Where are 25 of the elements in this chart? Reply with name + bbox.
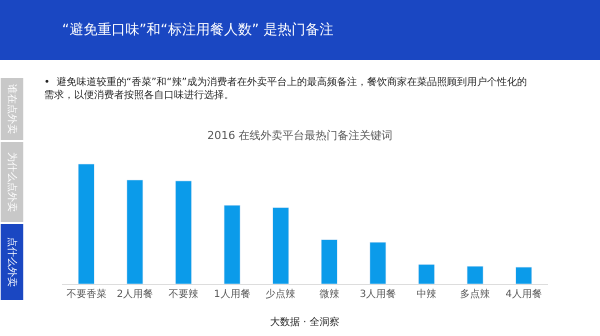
x-tick-label: 4人用餐 bbox=[506, 288, 542, 300]
bar bbox=[78, 164, 95, 284]
x-tick-label: 不要香菜 bbox=[66, 288, 106, 300]
x-tick-label: 不要辣 bbox=[168, 288, 198, 300]
bar bbox=[418, 264, 435, 284]
text: 点什么外卖 bbox=[6, 237, 18, 288]
x-tick-label: 中辣 bbox=[416, 288, 436, 300]
x-tick-label: 2人用餐 bbox=[116, 288, 154, 300]
bar bbox=[515, 266, 532, 284]
bar bbox=[126, 180, 144, 284]
bar bbox=[175, 180, 192, 284]
bar bbox=[370, 242, 386, 284]
chart-title: 2016 在线外卖平台最热门备注关键词 bbox=[207, 128, 393, 142]
x-tick-label: 多点辣 bbox=[460, 288, 490, 300]
bar bbox=[272, 207, 289, 284]
x-tick-label: 少点辣 bbox=[266, 288, 296, 300]
x-tick-label: 微辣 bbox=[319, 288, 340, 300]
text: • 避免味道较重的“香菜”和“辣”成为消费者在外卖平台上的最高频备注，餐饮商家在菜品照顾到用户个性化的需求，以便消费者按照各自口味进行选择。 bbox=[44, 76, 527, 101]
text: “避免重口味”和“标注用餐人数” 是热门备注 bbox=[62, 22, 334, 38]
x-tick-label: 1人用餐 bbox=[214, 288, 250, 300]
x-tick-label: 3人用餐 bbox=[360, 288, 396, 300]
bar bbox=[224, 205, 240, 284]
bar bbox=[321, 239, 338, 284]
bar bbox=[466, 266, 484, 284]
text: 大数据 · 全洞察 bbox=[270, 316, 340, 328]
